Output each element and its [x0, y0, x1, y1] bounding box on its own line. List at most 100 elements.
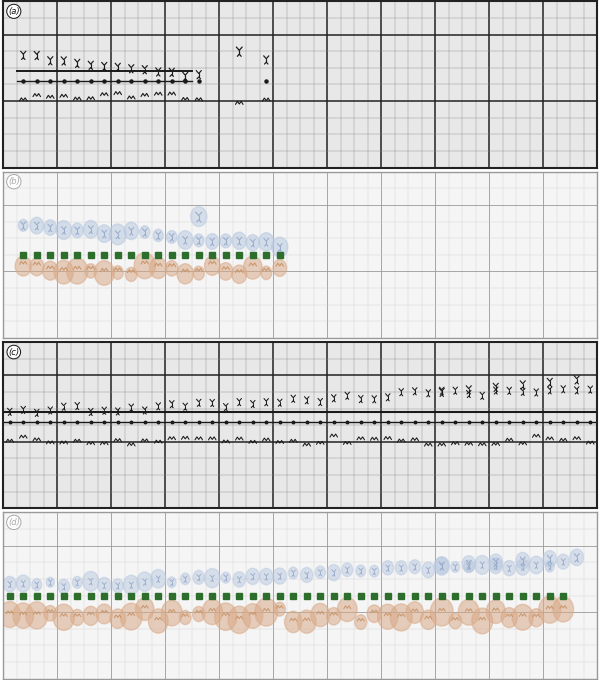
Circle shape: [311, 603, 329, 627]
Circle shape: [178, 231, 193, 250]
Circle shape: [98, 577, 111, 593]
Circle shape: [486, 600, 505, 624]
Circle shape: [112, 579, 124, 593]
Circle shape: [233, 572, 245, 587]
Circle shape: [16, 575, 30, 592]
Circle shape: [121, 603, 142, 630]
Circle shape: [246, 235, 259, 251]
Circle shape: [220, 234, 232, 248]
Circle shape: [149, 257, 167, 279]
Circle shape: [377, 605, 398, 629]
Circle shape: [71, 223, 83, 238]
Circle shape: [232, 265, 247, 284]
Circle shape: [342, 563, 353, 577]
Circle shape: [83, 571, 99, 591]
Circle shape: [472, 608, 493, 634]
Circle shape: [553, 596, 574, 622]
Circle shape: [177, 264, 193, 284]
Circle shape: [273, 568, 286, 584]
Circle shape: [166, 260, 178, 276]
Circle shape: [489, 554, 503, 571]
Circle shape: [356, 565, 365, 577]
Circle shape: [409, 560, 421, 574]
Circle shape: [422, 562, 434, 578]
Circle shape: [327, 564, 340, 581]
Circle shape: [44, 605, 56, 621]
Circle shape: [205, 568, 220, 588]
Circle shape: [395, 561, 407, 575]
Circle shape: [529, 609, 544, 627]
Circle shape: [462, 556, 476, 573]
Circle shape: [543, 551, 557, 567]
Circle shape: [367, 605, 382, 622]
Circle shape: [503, 560, 515, 576]
Circle shape: [516, 559, 529, 575]
Circle shape: [148, 609, 168, 633]
Circle shape: [109, 224, 126, 245]
Circle shape: [112, 266, 123, 279]
Circle shape: [205, 256, 220, 275]
Circle shape: [430, 598, 453, 626]
Circle shape: [181, 573, 190, 585]
Circle shape: [193, 607, 205, 622]
Circle shape: [390, 604, 412, 631]
Circle shape: [140, 226, 150, 238]
Circle shape: [458, 599, 479, 625]
Text: (a): (a): [8, 7, 20, 16]
Circle shape: [221, 572, 230, 583]
Circle shape: [489, 558, 502, 574]
Circle shape: [134, 252, 155, 279]
Circle shape: [179, 611, 191, 625]
Circle shape: [434, 557, 449, 575]
Circle shape: [97, 225, 112, 243]
Circle shape: [260, 568, 273, 585]
Circle shape: [272, 237, 288, 257]
Text: (d): (d): [8, 518, 20, 527]
Circle shape: [557, 554, 569, 569]
Circle shape: [26, 602, 48, 629]
Circle shape: [570, 549, 583, 566]
Circle shape: [58, 579, 70, 594]
Circle shape: [315, 566, 325, 579]
Circle shape: [193, 571, 205, 584]
Circle shape: [215, 603, 237, 630]
Circle shape: [301, 568, 313, 583]
Circle shape: [355, 615, 367, 630]
Circle shape: [435, 558, 449, 574]
Circle shape: [54, 260, 73, 284]
Circle shape: [15, 256, 31, 276]
Circle shape: [284, 611, 302, 632]
Circle shape: [167, 577, 176, 588]
Circle shape: [501, 608, 517, 628]
Circle shape: [232, 232, 246, 250]
Circle shape: [167, 231, 177, 243]
Circle shape: [125, 267, 137, 282]
Circle shape: [529, 556, 544, 574]
Circle shape: [259, 233, 274, 251]
Circle shape: [289, 567, 298, 579]
Circle shape: [124, 575, 139, 595]
Circle shape: [464, 560, 474, 573]
Circle shape: [512, 605, 533, 630]
Circle shape: [71, 609, 84, 626]
Circle shape: [43, 261, 58, 280]
Circle shape: [475, 556, 490, 575]
Circle shape: [0, 602, 20, 628]
Circle shape: [193, 266, 205, 280]
Circle shape: [261, 266, 272, 279]
Circle shape: [370, 565, 379, 577]
Circle shape: [32, 579, 41, 591]
Circle shape: [56, 220, 71, 239]
Circle shape: [516, 552, 530, 569]
Circle shape: [124, 222, 139, 239]
Circle shape: [326, 607, 341, 625]
Circle shape: [246, 568, 259, 585]
Circle shape: [46, 577, 55, 588]
Circle shape: [151, 569, 166, 588]
Circle shape: [67, 258, 88, 284]
Circle shape: [382, 561, 394, 575]
Circle shape: [218, 262, 233, 280]
Circle shape: [202, 600, 223, 625]
Circle shape: [94, 260, 114, 286]
Circle shape: [449, 613, 461, 629]
